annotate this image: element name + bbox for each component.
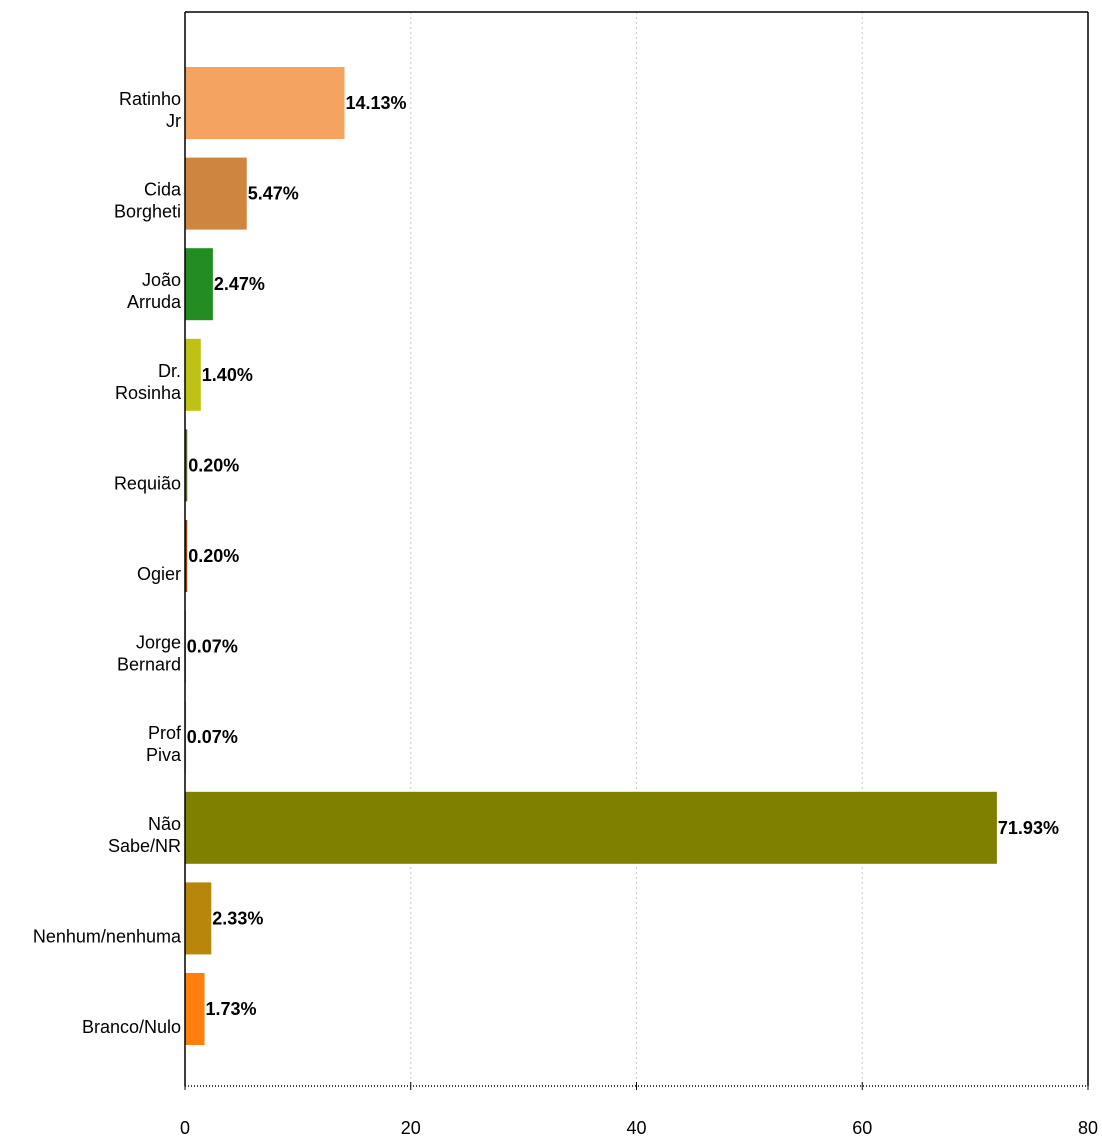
category-label-line: Arruda — [127, 292, 182, 312]
category-label-line: Requião — [114, 473, 181, 493]
bar — [185, 973, 205, 1045]
value-label: 0.20% — [188, 546, 239, 566]
x-tick-label: 40 — [626, 1118, 646, 1137]
category-label-line: Bernard — [117, 655, 181, 675]
plot-frame — [184, 11, 1089, 1087]
category-label-line: Borgheti — [114, 202, 181, 222]
x-tick-label: 0 — [180, 1118, 190, 1137]
category-label-line: Piva — [146, 745, 182, 765]
category-label-line: Cida — [144, 180, 182, 200]
category-label-line: Jorge — [136, 633, 181, 653]
category-label-line: Rosinha — [115, 383, 182, 403]
value-label: 14.13% — [345, 93, 406, 113]
category-label: Requião — [114, 473, 181, 493]
category-label-line: Prof — [148, 723, 182, 743]
category-label: Ogier — [137, 564, 181, 584]
x-axis-ticks: 0 20 40 60 80 — [180, 1082, 1098, 1137]
category-label-line: Ratinho — [119, 89, 181, 109]
value-label: 1.40% — [202, 365, 253, 385]
category-labels: Ratinho Jr Cida Borgheti João Arruda Dr. Rosinh… — [33, 89, 182, 1037]
value-labels: 14.13% 5.47% 2.47% 1.40% 0.20% 0.20% 0.07% 0.07… — [187, 93, 1059, 1019]
value-label: 0.07% — [187, 637, 238, 657]
category-label-line: Branco/Nulo — [82, 1017, 181, 1037]
category-label-line: João — [142, 270, 181, 290]
value-label: 71.93% — [998, 818, 1059, 838]
category-label-line: Sabe/NR — [108, 836, 181, 856]
category-label-line: Não — [148, 814, 181, 834]
value-label: 1.73% — [206, 999, 257, 1019]
bar — [185, 157, 247, 230]
category-label: Dr. Rosinha — [115, 361, 182, 403]
grid-lines — [410, 12, 863, 1086]
bars-group — [185, 67, 997, 1045]
value-label: 2.47% — [214, 274, 265, 294]
bar — [185, 67, 345, 139]
category-label: Nenhum/nenhuma — [33, 926, 182, 946]
category-label: Ratinho Jr — [119, 89, 181, 131]
value-label: 0.20% — [188, 455, 239, 475]
category-label-line: Ogier — [137, 564, 181, 584]
category-label: Prof Piva — [146, 723, 182, 765]
value-label: 0.07% — [187, 727, 238, 747]
category-label: João Arruda — [127, 270, 182, 312]
x-tick-label: 60 — [852, 1118, 872, 1137]
bar — [185, 429, 188, 502]
value-label: 2.33% — [212, 908, 263, 928]
bar — [185, 882, 212, 955]
category-label: Não Sabe/NR — [108, 814, 181, 856]
value-label: 5.47% — [248, 184, 299, 204]
category-label: Jorge Bernard — [117, 633, 181, 675]
bar — [185, 338, 201, 411]
category-label: Cida Borgheti — [114, 180, 182, 222]
category-label-line: Nenhum/nenhuma — [33, 926, 182, 946]
bar — [185, 791, 997, 864]
x-tick-label: 20 — [401, 1118, 421, 1137]
category-label: Branco/Nulo — [82, 1017, 181, 1037]
bar — [185, 520, 188, 592]
x-tick-label: 80 — [1078, 1118, 1098, 1137]
category-label-line: Jr — [166, 111, 181, 131]
bar — [185, 248, 213, 321]
category-label-line: Dr. — [158, 361, 181, 381]
